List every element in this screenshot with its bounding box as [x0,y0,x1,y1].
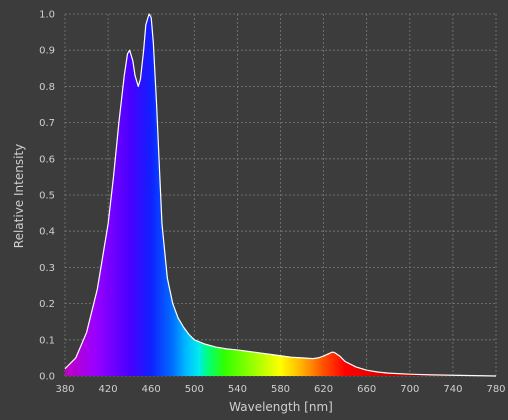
y-tick-label: 0.5 [39,191,55,202]
y-tick-label: 0.2 [39,299,55,310]
x-tick-label: 500 [185,384,204,395]
y-tick-label: 1.0 [39,10,55,21]
y-axis-ticks: 0.0 0.1 0.2 0.3 0.4 0.5 0.6 0.7 0.8 0.9 1.0 [39,10,55,383]
x-tick-label: 740 [443,384,462,395]
x-tick-label: 420 [99,384,118,395]
x-tick-label: 700 [400,384,419,395]
y-tick-label: 0.8 [39,82,55,93]
y-tick-label: 0.7 [39,118,55,129]
x-tick-label: 580 [271,384,290,395]
x-tick-label: 780 [486,384,505,395]
spectrum-fill [65,14,496,376]
spectrum-area [64,13,497,377]
y-tick-label: 0.0 [39,372,55,383]
y-tick-label: 0.4 [39,227,55,238]
x-axis-ticks: 380 420 460 500 540 580 620 660 700 740 780 [55,384,505,395]
x-tick-label: 540 [228,384,247,395]
x-tick-label: 460 [142,384,161,395]
spectrum-line [64,13,497,377]
y-tick-label: 0.9 [39,46,55,57]
y-tick-label: 0.1 [39,335,55,346]
x-tick-label: 380 [55,384,74,395]
x-tick-label: 620 [314,384,333,395]
x-tick-label: 660 [357,384,376,395]
y-tick-label: 0.3 [39,263,55,274]
y-axis-title: Relative Intensity [12,144,26,248]
y-tick-label: 0.6 [39,154,55,165]
x-axis-title: Wavelength [nm] [229,400,333,414]
